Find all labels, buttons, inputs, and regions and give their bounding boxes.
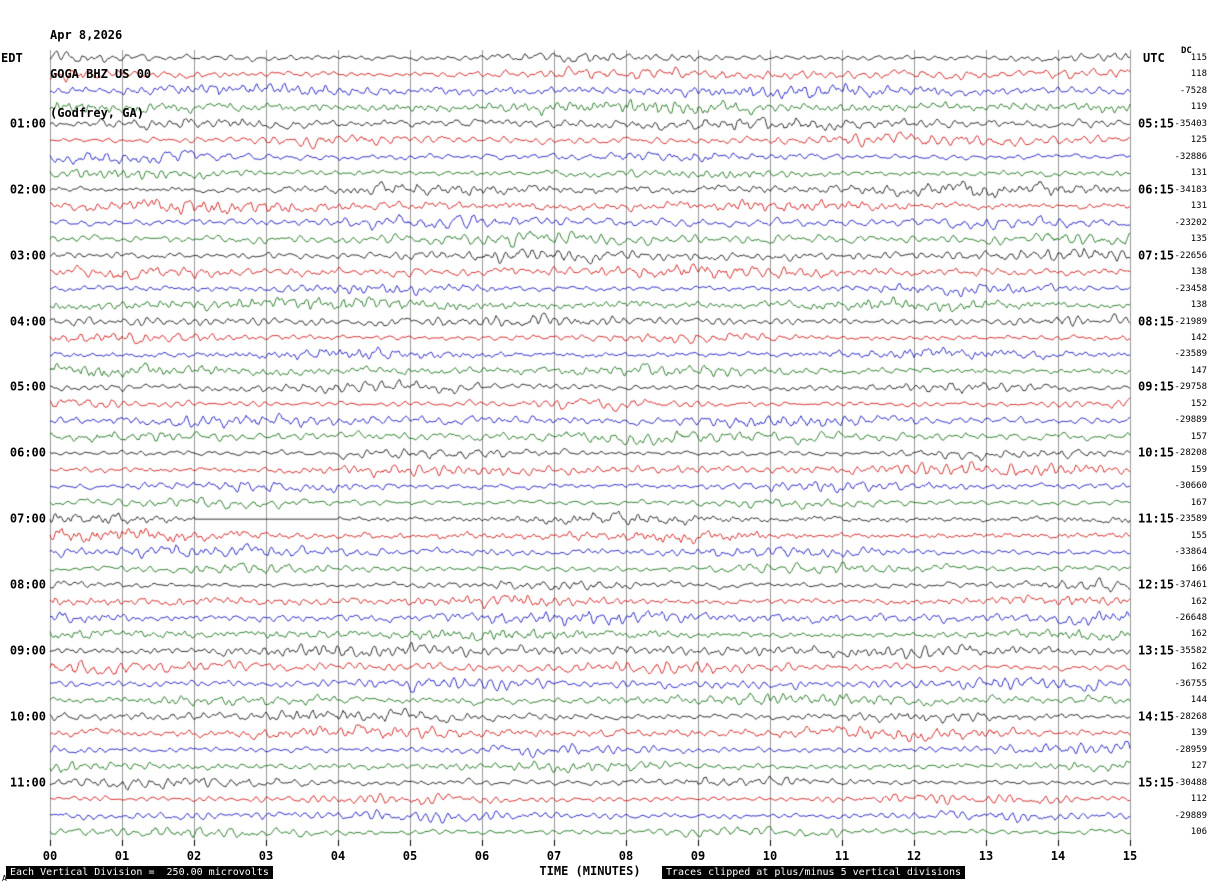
utc-hour-label: 05:15 xyxy=(1138,116,1175,131)
edt-hour-label: 09:00 xyxy=(9,643,46,658)
dc-offset-value: 162 xyxy=(1190,662,1207,673)
title-block: Apr 8,2026 GOGA BHZ US 00 (Godfrey, GA) xyxy=(50,3,151,146)
dc-offset-value: 152 xyxy=(1190,398,1207,409)
edt-hour-label: 03:00 xyxy=(9,247,46,262)
dc-offset-value: -21989 xyxy=(1174,316,1207,327)
x-axis-tick-label: 12 xyxy=(906,849,922,863)
dc-offset-value: 135 xyxy=(1190,234,1207,245)
dc-offset-value: 139 xyxy=(1190,728,1207,739)
dc-offset-value: -29889 xyxy=(1174,810,1207,821)
scale-note: Each Vertical Division = 250.00 microvol… xyxy=(6,866,273,879)
dc-offset-value: 106 xyxy=(1190,827,1207,838)
dc-offset-value: -35403 xyxy=(1174,118,1207,129)
dc-offset-value: 131 xyxy=(1190,168,1207,179)
dc-offset-value: 144 xyxy=(1190,695,1207,706)
utc-hour-label: 06:15 xyxy=(1138,182,1175,197)
dc-offset-value: -34183 xyxy=(1174,184,1207,195)
edt-hour-label: 05:00 xyxy=(9,379,46,394)
dc-offset-value: -23589 xyxy=(1174,349,1207,360)
utc-hour-label: 08:15 xyxy=(1138,313,1175,328)
utc-hour-label: 15:15 xyxy=(1138,774,1175,789)
x-axis-tick-label: 04 xyxy=(330,849,346,863)
edt-hour-label: 04:00 xyxy=(9,313,46,328)
dc-offset-value: 138 xyxy=(1190,300,1207,311)
dc-offset-value: -7528 xyxy=(1179,85,1207,96)
dc-offset-value: -37461 xyxy=(1174,580,1207,591)
dc-offset-value: -22656 xyxy=(1174,250,1207,261)
dc-offset-value: 155 xyxy=(1190,530,1207,541)
location-label: (Godfrey, GA) xyxy=(50,106,144,120)
x-axis-tick-label: 03 xyxy=(258,849,274,863)
right-axis-title: UTC xyxy=(1143,51,1165,65)
x-axis-tick-label: 00 xyxy=(42,849,58,863)
dc-offset-value: -35582 xyxy=(1174,645,1207,656)
dc-offset-value: -36755 xyxy=(1174,678,1207,689)
x-axis-tick-label: 13 xyxy=(978,849,994,863)
station-label: GOGA BHZ US 00 xyxy=(50,67,152,81)
dc-offset-value: -33864 xyxy=(1174,547,1207,558)
dc-offset-value: -23589 xyxy=(1174,514,1207,525)
dc-offset-value: 159 xyxy=(1190,464,1207,475)
dc-offset-value: 127 xyxy=(1190,761,1207,772)
dc-offset-value: -30488 xyxy=(1174,777,1207,788)
dc-offset-value: -32886 xyxy=(1174,151,1207,162)
dc-offset-value: 112 xyxy=(1190,794,1207,805)
dc-offset-value: -29758 xyxy=(1174,382,1207,393)
utc-hour-label: 13:15 xyxy=(1138,643,1175,658)
dc-offset-value: 167 xyxy=(1190,497,1207,508)
dc-offset-value: -30660 xyxy=(1174,481,1207,492)
utc-hour-label: 09:15 xyxy=(1138,379,1175,394)
edt-hour-label: 02:00 xyxy=(9,182,46,197)
x-axis-tick-label: 05 xyxy=(402,849,418,863)
dc-offset-value: -23458 xyxy=(1174,283,1207,294)
edt-hour-label: 08:00 xyxy=(9,577,46,592)
dc-offset-value: 147 xyxy=(1190,365,1207,376)
left-axis-title: EDT xyxy=(1,51,23,65)
x-axis-title: TIME (MINUTES) xyxy=(539,864,641,878)
dc-offset-value: 157 xyxy=(1190,431,1207,442)
dc-offset-value: 131 xyxy=(1190,201,1207,212)
utc-hour-label: 12:15 xyxy=(1138,577,1175,592)
edt-hour-label: 01:00 xyxy=(9,116,46,131)
dc-offset-value: -26648 xyxy=(1174,612,1207,623)
clip-note: Traces clipped at plus/minus 5 vertical … xyxy=(662,866,966,879)
x-axis-tick-label: 07 xyxy=(546,849,562,863)
dc-offset-value: 142 xyxy=(1190,332,1207,343)
x-axis-tick-label: 14 xyxy=(1050,849,1066,863)
dc-offset-value: 138 xyxy=(1190,267,1207,278)
edt-hour-label: 11:00 xyxy=(9,774,46,789)
edt-hour-label: 10:00 xyxy=(9,709,46,724)
date-label: Apr 8,2026 xyxy=(50,28,123,42)
utc-hour-label: 14:15 xyxy=(1138,709,1175,724)
dc-offset-value: -23202 xyxy=(1174,217,1207,228)
edt-hour-label: 06:00 xyxy=(9,445,46,460)
x-axis-tick-label: 10 xyxy=(762,849,778,863)
dc-offset-value: -29889 xyxy=(1174,415,1207,426)
dc-offset-value: -28268 xyxy=(1174,711,1207,722)
dc-column-header: DC xyxy=(1181,46,1192,56)
x-axis-tick-label: 09 xyxy=(690,849,706,863)
x-axis-tick-label: 11 xyxy=(834,849,850,863)
x-axis-tick-label: 15 xyxy=(1122,849,1138,863)
corner-marker: A xyxy=(2,874,7,883)
dc-offset-value: 118 xyxy=(1190,69,1207,80)
dc-offset-value: 162 xyxy=(1190,629,1207,640)
dc-offset-value: 119 xyxy=(1190,102,1207,113)
dc-offset-value: 125 xyxy=(1190,135,1207,146)
dc-offset-value: 115 xyxy=(1190,53,1207,63)
dc-offset-value: -28959 xyxy=(1174,744,1207,755)
x-axis-tick-label: 02 xyxy=(186,849,202,863)
x-axis-tick-label: 08 xyxy=(618,849,634,863)
dc-offset-value: 166 xyxy=(1190,563,1207,574)
dc-offset-value: -28208 xyxy=(1174,448,1207,459)
utc-hour-label: 11:15 xyxy=(1138,511,1175,526)
utc-hour-label: 10:15 xyxy=(1138,445,1175,460)
dc-offset-value: 162 xyxy=(1190,596,1207,607)
edt-hour-label: 07:00 xyxy=(9,511,46,526)
x-axis-tick-label: 01 xyxy=(114,849,130,863)
utc-hour-label: 07:15 xyxy=(1138,247,1175,262)
x-axis-tick-label: 06 xyxy=(474,849,490,863)
